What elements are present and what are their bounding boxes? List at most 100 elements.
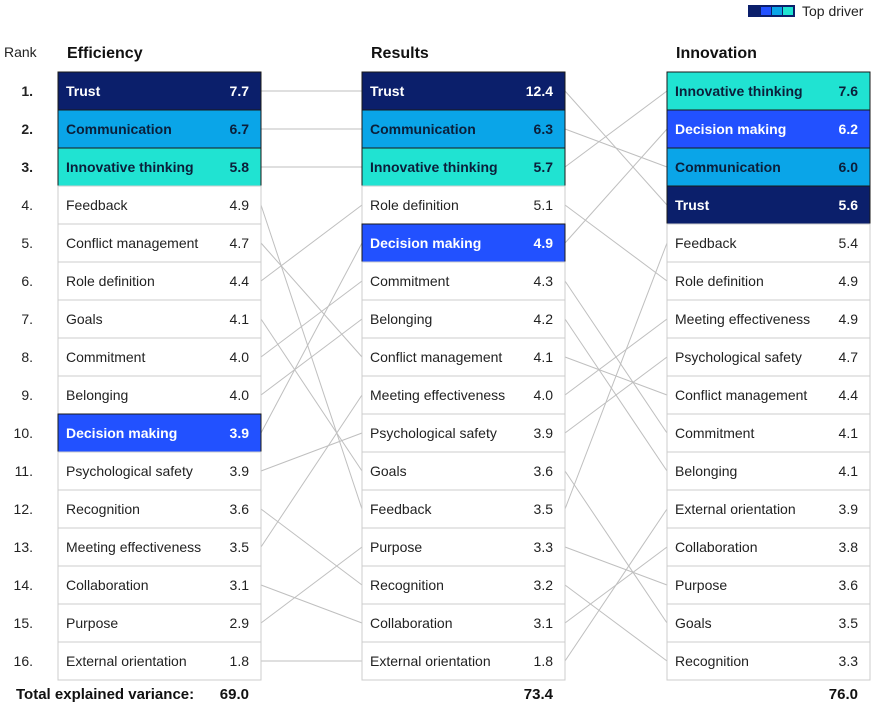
driver-cell-conflict-management: Conflict management 4.4 [666, 375, 871, 415]
driver-value: 6.3 [534, 121, 554, 137]
driver-cell-bg [666, 147, 871, 187]
driver-label: Purpose [675, 577, 727, 593]
driver-cell-communication: Communication 6.0 [666, 147, 871, 187]
driver-cell-bg [361, 451, 566, 491]
driver-cell-decision-making: Decision making 3.9 [57, 413, 262, 453]
driver-label: Collaboration [66, 577, 149, 593]
driver-label: Role definition [675, 273, 764, 289]
driver-cell-bg [666, 261, 871, 301]
driver-value: 3.9 [230, 425, 250, 441]
column-title: Efficiency [67, 45, 143, 62]
driver-label: Conflict management [370, 349, 502, 365]
driver-value: 3.6 [839, 577, 859, 593]
column-total: 69.0 [220, 686, 249, 703]
connector-role-definition-0 [260, 204, 363, 282]
driver-label: Meeting effectiveness [66, 539, 201, 555]
driver-value: 4.9 [839, 273, 859, 289]
connector-psychological-safety-1 [564, 356, 668, 434]
driver-cell-external-orientation: External orientation 3.9 [666, 489, 871, 529]
driver-cell-innovative-thinking: Innovative thinking 5.8 [57, 147, 262, 187]
driver-label: Feedback [675, 235, 737, 251]
driver-value: 3.5 [230, 539, 250, 555]
driver-value: 6.7 [230, 121, 250, 137]
driver-cell-role-definition: Role definition 5.1 [361, 185, 566, 225]
driver-label: Decision making [66, 425, 177, 441]
driver-cell-bg [361, 337, 566, 377]
connector-conflict-management-0 [260, 242, 363, 358]
driver-cell-conflict-management: Conflict management 4.1 [361, 337, 566, 377]
driver-cell-bg [57, 261, 262, 301]
rank-number: 10. [14, 425, 33, 441]
connector-purpose-1 [564, 546, 668, 586]
driver-cell-feedback: Feedback 3.5 [361, 489, 566, 529]
driver-cell-external-orientation: External orientation 1.8 [361, 641, 566, 681]
driver-cell-psychological-safety: Psychological safety 3.9 [57, 451, 262, 491]
rank-number: 2. [21, 121, 33, 137]
driver-value: 3.1 [230, 577, 250, 593]
driver-cell-bg [361, 223, 566, 263]
rank-number: 5. [21, 235, 33, 251]
driver-value: 7.6 [839, 83, 859, 99]
driver-value: 3.2 [534, 577, 554, 593]
driver-cell-bg [57, 451, 262, 491]
column-innovation: Innovation Innovative thinking 7.6 Decision… [666, 45, 871, 703]
driver-cell-bg [666, 641, 871, 681]
driver-label: Communication [66, 121, 172, 137]
driver-label: Trust [370, 83, 405, 99]
driver-cell-bg [361, 147, 566, 187]
driver-label: Meeting effectiveness [675, 311, 810, 327]
driver-cell-commitment: Commitment 4.3 [361, 261, 566, 301]
driver-label: Communication [675, 159, 781, 175]
driver-cell-bg [57, 641, 262, 681]
driver-cell-bg [361, 109, 566, 149]
driver-label: Conflict management [675, 387, 807, 403]
column-results: Results Trust 12.4 Communication 6.3 Innovati… [361, 45, 566, 703]
connector-goals-0 [260, 318, 363, 472]
driver-value: 4.9 [534, 235, 554, 251]
rank-number: 15. [14, 615, 33, 631]
driver-cell-bg [361, 261, 566, 301]
driver-value: 4.9 [230, 197, 250, 213]
driver-label: Feedback [370, 501, 432, 517]
driver-cell-commitment: Commitment 4.0 [57, 337, 262, 377]
rank-number: 3. [21, 159, 33, 175]
driver-cell-bg [361, 565, 566, 605]
driver-cell-bg [361, 641, 566, 681]
driver-value: 5.8 [230, 159, 250, 175]
driver-label: Psychological safety [370, 425, 497, 441]
driver-cell-purpose: Purpose 3.6 [666, 565, 871, 605]
driver-cell-collaboration: Collaboration 3.8 [666, 527, 871, 567]
rank-number: 1. [21, 83, 33, 99]
driver-cell-bg [361, 71, 566, 111]
driver-value: 3.3 [839, 653, 859, 669]
connector-belonging-0 [260, 318, 363, 396]
driver-cell-bg [57, 299, 262, 339]
connector-meeting-effectiveness-0 [260, 394, 363, 548]
driver-cell-trust: Trust 7.7 [57, 71, 262, 111]
driver-cell-bg [361, 185, 566, 225]
driver-value: 3.5 [839, 615, 859, 631]
driver-value: 3.6 [534, 463, 554, 479]
driver-cell-recognition: Recognition 3.3 [666, 641, 871, 681]
driver-label: External orientation [675, 501, 796, 517]
driver-cell-external-orientation: External orientation 1.8 [57, 641, 262, 681]
rank-number: 16. [14, 653, 33, 669]
driver-cell-bg [57, 223, 262, 263]
driver-label: Innovative thinking [675, 83, 803, 99]
connector-external-orientation-1 [564, 508, 668, 662]
rank-number: 9. [21, 387, 33, 403]
driver-value: 1.8 [230, 653, 250, 669]
driver-label: Collaboration [675, 539, 758, 555]
connector-communication-1 [564, 128, 668, 168]
driver-label: Feedback [66, 197, 128, 213]
driver-label: Role definition [66, 273, 155, 289]
rank-number: 14. [14, 577, 33, 593]
driver-label: Innovative thinking [66, 159, 194, 175]
driver-value: 5.7 [534, 159, 554, 175]
legend-swatch-4 [783, 7, 793, 15]
driver-label: External orientation [370, 653, 491, 669]
driver-value: 4.2 [534, 311, 554, 327]
driver-cell-bg [57, 109, 262, 149]
driver-cell-innovative-thinking: Innovative thinking 7.6 [666, 71, 871, 111]
driver-value: 4.7 [230, 235, 250, 251]
